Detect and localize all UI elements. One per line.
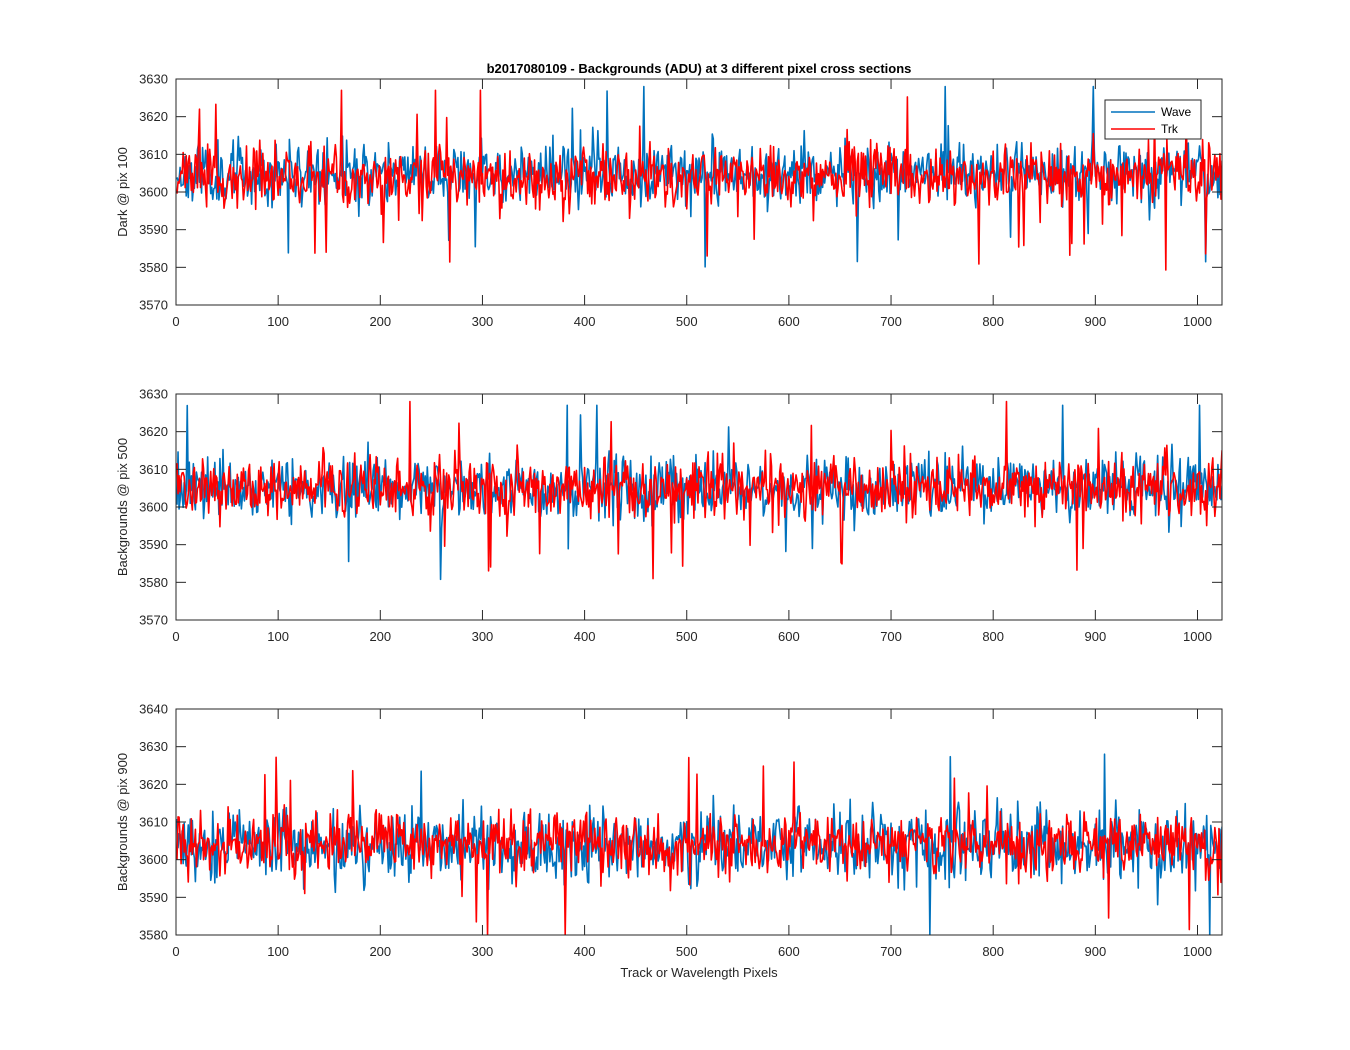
legend: Wave Trk [1104,99,1202,140]
x-tick-label: 200 [369,629,391,644]
legend-label-wave: Wave [1161,105,1192,119]
x-tick-label: 400 [574,944,596,959]
y-tick-label: 3600 [139,852,168,867]
x-tick-label: 1000 [1183,314,1212,329]
x-tick-label: 400 [574,314,596,329]
x-tick-label: 0 [172,314,179,329]
x-tick-label: 100 [267,944,289,959]
x-tick-label: 700 [880,944,902,959]
subplots: 0 100 200 300 400 500 600 700 800 900 100035703580… [115,72,1223,980]
y-tick-label: 3640 [139,702,168,717]
y-tick-label: 3610 [139,815,168,830]
x-tick-label: 400 [574,629,596,644]
y-tick-label: 3600 [139,500,168,515]
x-tick-label: 300 [472,944,494,959]
y-tick-label: 3570 [139,613,168,628]
y-tick-label: 3630 [139,387,168,402]
x-tick-label: 100 [267,314,289,329]
legend-label-trk: Trk [1161,122,1179,136]
x-tick-label: 300 [472,314,494,329]
x-tick-label: 900 [1084,944,1106,959]
y-axis-label: Backgrounds @ pix 500 [115,438,130,576]
x-axis-label: Track or Wavelength Pixels [620,965,778,980]
y-tick-label: 3600 [139,185,168,200]
series-group-1 [176,85,1222,271]
x-tick-label: 600 [778,629,800,644]
subplot-3: 0 100 200 300 400 500 600 700 800 900 1000 3580 3590… [115,702,1223,980]
y-tick-label: 3590 [139,222,168,237]
legend-box [1104,99,1202,140]
x-tick-label: 0 [172,944,179,959]
subplot-1: 0 100 200 300 400 500 600 700 800 900 1000 3570 3580… [115,72,1223,329]
x-tick-label: 600 [778,314,800,329]
figure-title: b2017080109 - Backgrounds (ADU) at 3 dif… [487,61,912,76]
y-tick-label: 3610 [139,462,168,477]
x-tick-label: 700 [880,629,902,644]
y-tick-label: 3620 [139,424,168,439]
y-tick-label: 3630 [139,72,168,87]
subplot-2: 0 100 200 300 400 500 600 700 800 900 1000 3570 3580… [115,387,1223,644]
y-tick-label: 3590 [139,890,168,905]
x-tick-label: 1000 [1183,944,1212,959]
x-tick-label: 600 [778,944,800,959]
y-tick-label: 3610 [139,147,168,162]
series-line-wave [176,404,1222,581]
series-group-3 [176,753,1222,935]
y-tick-label: 3580 [139,575,168,590]
x-tick-label: 300 [472,629,494,644]
x-tick-label: 900 [1084,629,1106,644]
series-line-trk [176,89,1222,271]
x-tick-label: 200 [369,944,391,959]
y-tick-label: 3620 [139,109,168,124]
y-tick-label: 3590 [139,537,168,552]
y-axis-label: Dark @ pix 100 [115,147,130,237]
x-tick-label: 200 [369,314,391,329]
x-tick-label: 900 [1084,314,1106,329]
y-tick-label: 3630 [139,739,168,754]
x-tick-label: 1000 [1183,629,1212,644]
x-tick-label: 800 [982,314,1004,329]
x-tick-label: 800 [982,629,1004,644]
x-tick-label: 500 [676,944,698,959]
y-tick-label: 3620 [139,777,168,792]
x-tick-label: 800 [982,944,1004,959]
y-axis-label: Backgrounds @ pix 900 [115,753,130,891]
series-line-trk [176,400,1222,580]
series-group-2 [176,400,1222,581]
y-tick-label: 3580 [139,260,168,275]
x-tick-label: 700 [880,314,902,329]
y-tick-label: 3570 [139,298,168,313]
y-tick-label: 3580 [139,928,168,943]
x-tick-label: 0 [172,629,179,644]
x-tick-label: 500 [676,314,698,329]
x-tick-label: 500 [676,629,698,644]
series-line-trk [176,756,1222,935]
x-tick-label: 100 [267,629,289,644]
